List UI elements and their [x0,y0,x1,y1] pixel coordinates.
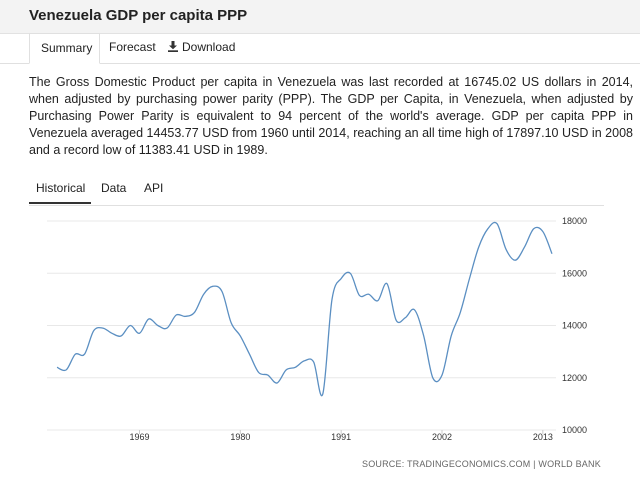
y-tick-label: 18000 [562,216,587,226]
tab-forecast-label: Forecast [109,40,156,54]
tab-summary-label: Summary [41,41,93,55]
tab-historical[interactable]: Historical [29,176,91,204]
tab-api-label: API [144,181,164,195]
tab-summary[interactable]: Summary [29,33,100,64]
y-tick-label: 12000 [562,373,587,383]
y-tick-label: 16000 [562,268,587,278]
page-title: Venezuela GDP per capita PPP [29,7,248,24]
y-tick-label: 14000 [562,321,587,331]
tab-historical-label: Historical [36,181,86,195]
page-header: Venezuela GDP per capita PPP [0,0,640,34]
tab-api[interactable]: API [144,176,163,204]
chart-grid [47,220,556,431]
x-tick-label: 1991 [331,432,351,442]
series-line [56,221,553,397]
x-tick-label: 1980 [230,432,250,442]
x-tick-label: 2013 [533,432,553,442]
download-icon [168,41,178,52]
x-tick-label: 2002 [432,432,452,442]
tab-forecast[interactable]: Forecast [109,33,156,63]
y-tick-label: 10000 [562,425,587,435]
y-axis: 10000 12000 14000 16000 18000 [562,216,587,435]
gdp-line-chart: 10000 12000 14000 16000 18000 1969 1980 1991 20… [47,216,587,442]
top-tab-bar: Summary Forecast Download [0,33,640,64]
x-tick-label: 1969 [129,432,149,442]
tab-data[interactable]: Data [101,176,126,204]
summary-description: The Gross Domestic Product per capita in… [29,75,633,157]
chart-tab-bar: Historical Data API [29,176,604,206]
tab-data-label: Data [101,181,127,195]
tab-download-label: Download [182,40,236,54]
chart-series-layer [56,221,553,397]
chart-source: SOURCE: TRADINGECONOMICS.COM | WORLD BAN… [362,459,601,469]
x-axis: 1969 1980 1991 2002 2013 [129,430,553,442]
tab-download[interactable]: Download [168,33,235,63]
